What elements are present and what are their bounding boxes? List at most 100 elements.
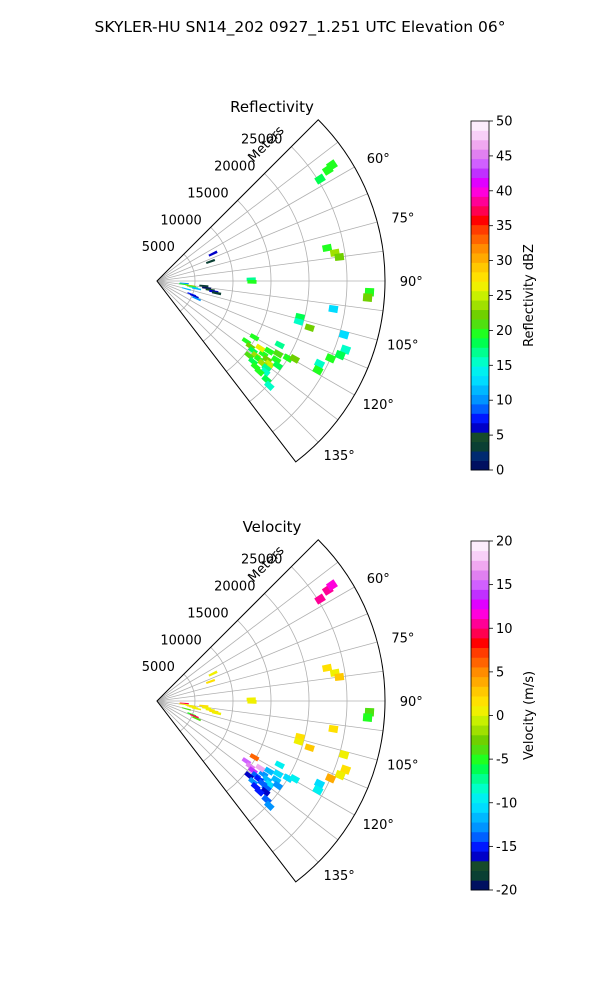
range-ring-5000 (179, 253, 196, 312)
azimuth-spoke (156, 166, 355, 282)
colorbar-tick-label: 15 (496, 359, 513, 374)
radar-gate-cell (263, 766, 275, 776)
colorbar-segment (471, 290, 489, 301)
range-tick-label: 15000 (187, 606, 228, 621)
colorbar-label: Velocity (m/s) (522, 671, 537, 760)
radar-gate-cell (205, 258, 216, 265)
azimuth-tick-label: 60° (367, 572, 390, 587)
panel-reflectivity: Reflectivity500010000150002000025000Mete… (142, 98, 537, 479)
radar-gate-cell (249, 753, 260, 762)
colorbar-segment (471, 394, 489, 405)
radar-gate-cell (199, 284, 209, 288)
colorbar-tick-label: 35 (496, 219, 513, 234)
radar-gate-cell (314, 173, 326, 185)
colorbar-segment (471, 187, 489, 197)
colorbar-segment (471, 130, 489, 141)
radar-gate-cell (282, 353, 294, 364)
radar-gate-cell (254, 786, 265, 797)
azimuth-spoke (156, 280, 384, 312)
colorbar-tick-label: -5 (496, 753, 509, 768)
range-ring-10000 (203, 646, 234, 762)
colorbar-segment (471, 253, 489, 263)
colorbar-segment (471, 822, 489, 833)
colorbar-segment (471, 870, 489, 881)
radar-gate-cell (321, 243, 333, 252)
colorbar-segment (471, 281, 489, 292)
colorbar-segment (471, 628, 489, 639)
azimuth-tick-label: 135° (323, 869, 354, 884)
colorbar-segment (471, 224, 489, 235)
radar-gate-cell (254, 366, 265, 377)
colorbar-segment (471, 422, 489, 433)
colorbar-label: Reflectivity dBZ (522, 244, 537, 347)
colorbar-segment (471, 851, 489, 862)
colorbar-tick-label: 5 (496, 665, 504, 680)
colorbar-segment (471, 432, 489, 443)
radar-gate-cell (328, 724, 339, 734)
colorbar-tick-label: 45 (496, 149, 513, 164)
colorbar-segment (471, 734, 489, 745)
colorbar-tick-label: -20 (496, 884, 517, 899)
colorbar-segment (471, 337, 489, 348)
azimuth-spoke (156, 193, 368, 282)
colorbar-segment (471, 158, 489, 169)
radar-gate-cell (325, 579, 338, 592)
range-ring-5000 (179, 673, 196, 732)
radar-gate-cell (189, 293, 199, 299)
radar-gate-cell (247, 279, 257, 284)
azimuth-tick-label: 120° (363, 398, 394, 413)
azimuth-spoke (156, 641, 378, 702)
azimuth-tick-label: 120° (363, 818, 394, 833)
range-ring-20000 (249, 173, 310, 402)
colorbar-segment (471, 356, 489, 367)
radar-gate-cell (181, 287, 191, 291)
radar-gate-cell (249, 333, 260, 342)
colorbar-tick-label: -15 (496, 840, 517, 855)
panel-title: Velocity (243, 518, 302, 536)
colorbar-segment (471, 215, 489, 226)
colorbar-segment (471, 385, 489, 395)
azimuth-spoke (156, 700, 319, 863)
colorbar-segment (471, 550, 489, 561)
colorbar-tick-label: 0 (496, 709, 504, 724)
colorbar-segment (471, 205, 489, 216)
azimuth-spoke (156, 250, 384, 282)
colorbar-tick-label: 5 (496, 429, 504, 444)
azimuth-tick-label: 90° (400, 695, 423, 710)
radar-gate-cell (324, 353, 337, 364)
figure-suptitle: SKYLER-HU SN14_202 0927_1.251 UTC Elevat… (95, 18, 506, 37)
colorbar-tick-label: 10 (496, 394, 513, 409)
colorbar-segment (471, 347, 489, 358)
radar-gate-cell (334, 252, 345, 262)
colorbar-tick-label: 50 (496, 115, 513, 130)
range-tick-label: 5000 (142, 660, 175, 675)
azimuth-spoke (156, 221, 378, 282)
colorbar-segment (471, 696, 489, 707)
radar-gate-cell (274, 760, 285, 770)
colorbar-segment (471, 686, 489, 697)
colorbar-segment (471, 831, 489, 842)
radar-gate-cell (324, 773, 337, 784)
azimuth-tick-label: 75° (391, 211, 414, 226)
radar-gate-cell (261, 363, 272, 374)
radar-gate-cell (321, 663, 333, 672)
radar-gate-cell (179, 702, 189, 705)
radar-gate-cell (313, 358, 326, 370)
radar-gate-cell (181, 707, 191, 711)
colorbar-segment (471, 773, 489, 784)
radar-gate-cell (312, 364, 324, 376)
colorbar-segment (471, 319, 489, 329)
range-tick-label: 25000 (241, 133, 282, 148)
radar-gate-cell (211, 291, 222, 296)
colorbar-segment (471, 441, 489, 452)
colorbar-segment (471, 366, 489, 377)
panel-title: Reflectivity (230, 98, 314, 116)
colorbar-segment (471, 589, 489, 600)
colorbar-segment (471, 783, 489, 794)
colorbar-segment (471, 451, 489, 461)
colorbar-tick-label: 20 (496, 324, 513, 339)
colorbar-segment (471, 841, 489, 852)
radar-gate-cell (272, 349, 284, 359)
azimuth-spoke (156, 670, 384, 702)
